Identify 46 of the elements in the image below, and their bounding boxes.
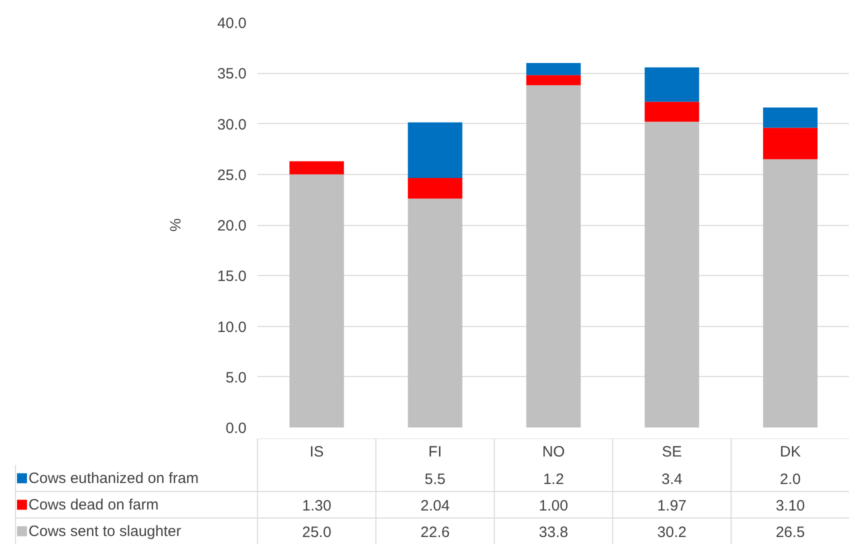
data-label: 2.0: [780, 470, 801, 488]
data-label: 26.5: [776, 524, 805, 541]
data-label: 22.6: [420, 524, 450, 541]
bar: [763, 128, 818, 160]
x-tick-label: DK: [780, 443, 801, 460]
y-tick-label: 30.0: [217, 116, 247, 134]
x-tick-label: FI: [428, 443, 442, 460]
legend-label: Cows euthanized on fram: [28, 470, 199, 487]
data-label: 1.2: [543, 470, 564, 488]
bar: [526, 63, 581, 76]
data-label: 25.0: [302, 524, 332, 541]
data-label: 30.2: [657, 524, 687, 541]
y-tick-label: 10.0: [217, 318, 247, 336]
data-label: 5.5: [424, 470, 446, 488]
bar: [763, 108, 818, 128]
y-tick-label: 40.0: [217, 15, 247, 32]
data-label: 1.97: [657, 497, 687, 514]
y-tick-label: 35.0: [217, 66, 247, 83]
data-label: 1.30: [302, 497, 332, 514]
bar: [408, 198, 462, 428]
bar: [289, 161, 344, 174]
bar: [408, 122, 462, 178]
y-axis-title: %: [167, 218, 184, 232]
x-tick-label: NO: [542, 443, 565, 460]
bar: [763, 159, 818, 428]
bar: [408, 178, 462, 199]
y-tick-label: 5.0: [226, 369, 247, 386]
bar: [526, 85, 581, 428]
data-label: 2.04: [420, 497, 450, 514]
bar: [644, 122, 700, 428]
data-label: 3.4: [661, 470, 682, 488]
legend-label: Cows sent to slaughter: [28, 522, 182, 540]
bar: [644, 102, 700, 122]
y-tick-label: 15.0: [217, 268, 247, 286]
data-label: 3.10: [776, 497, 805, 514]
y-tick-label: 0.0: [226, 420, 247, 437]
data-label: 1.00: [538, 497, 568, 514]
x-tick-label: SE: [662, 443, 682, 460]
x-tick-label: IS: [310, 443, 324, 460]
bar: [526, 75, 581, 86]
legend-label: Cows dead on farm: [28, 496, 159, 514]
bar: [644, 67, 700, 102]
y-tick-label: 25.0: [217, 166, 247, 184]
bar: [289, 174, 344, 428]
data-label: 33.8: [538, 524, 568, 541]
y-tick-label: 20.0: [217, 218, 247, 234]
